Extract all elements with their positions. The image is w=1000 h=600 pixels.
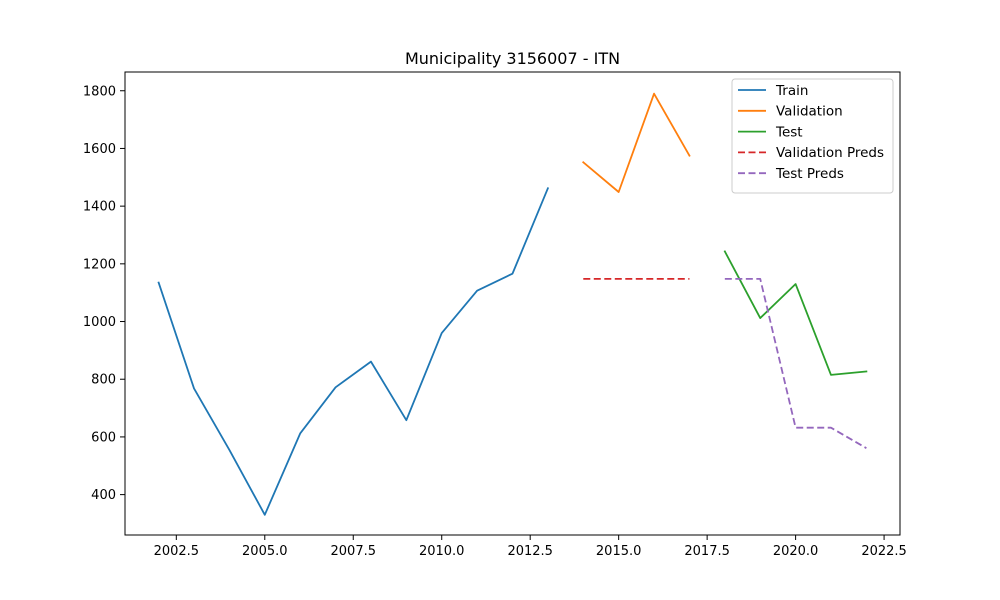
x-tick-label: 2002.5 bbox=[154, 544, 200, 559]
x-tick-label: 2012.5 bbox=[507, 544, 553, 559]
series-line-train bbox=[157, 187, 550, 516]
legend: Train Validation Test Validation Preds Test … bbox=[731, 78, 894, 194]
series-line-validation bbox=[582, 92, 691, 193]
y-tick-label: 1400 bbox=[83, 200, 116, 215]
y-tick-label: 1800 bbox=[83, 84, 116, 99]
x-tick-label: 2010.0 bbox=[419, 544, 465, 559]
legend-box bbox=[731, 78, 894, 194]
legend-label-train: Train bbox=[775, 83, 808, 99]
x-tick-label: 2005.0 bbox=[242, 544, 288, 559]
y-tick-label: 1600 bbox=[83, 142, 116, 157]
x-tick-label: 2015.0 bbox=[596, 544, 642, 559]
series-line-test bbox=[723, 250, 868, 376]
axes-layer: 2002.5 2005.0 2007.5 2010.0 2012.5 2015.0 2017… bbox=[83, 71, 907, 559]
x-tick-label: 2022.5 bbox=[861, 544, 907, 559]
series-layer bbox=[157, 92, 868, 516]
x-tick-label: 2017.5 bbox=[684, 544, 730, 559]
chart-title: Municipality 3156007 - ITN bbox=[405, 49, 620, 68]
y-tick-label: 1000 bbox=[83, 315, 116, 330]
plot-frame bbox=[124, 71, 901, 536]
legend-label-validation: Validation bbox=[776, 104, 843, 120]
legend-label-validation-preds: Validation Preds bbox=[776, 145, 884, 161]
y-tick-label: 600 bbox=[91, 430, 116, 445]
x-tick-label: 2007.5 bbox=[331, 544, 377, 559]
x-tick-label: 2020.0 bbox=[773, 544, 819, 559]
y-tick-label: 400 bbox=[91, 488, 116, 503]
y-tick-label: 800 bbox=[91, 373, 116, 388]
legend-label-test: Test bbox=[775, 124, 803, 140]
series-line-test-preds bbox=[724, 277, 867, 449]
y-tick-label: 1200 bbox=[83, 257, 116, 272]
legend-label-test-preds: Test Preds bbox=[775, 166, 844, 182]
